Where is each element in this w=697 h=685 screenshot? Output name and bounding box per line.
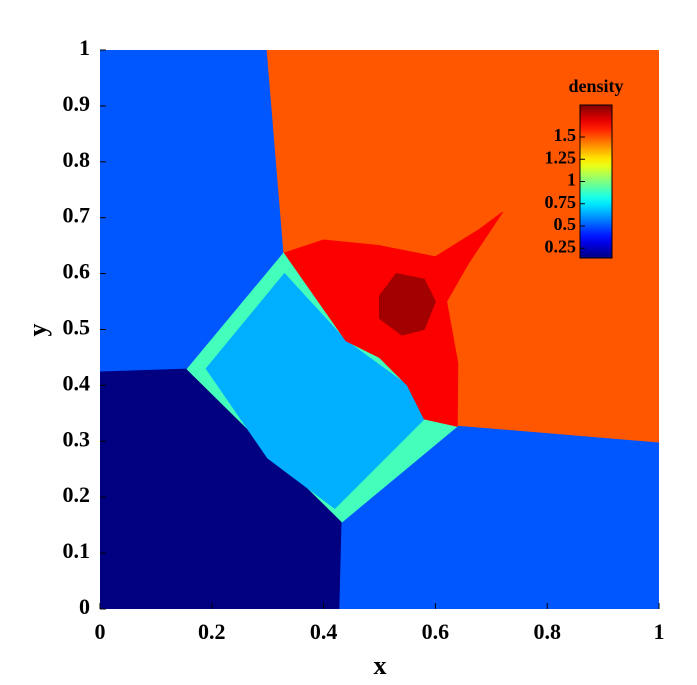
density-region [339,425,659,609]
y-tick-label: 0 [79,594,90,619]
y-tick-label: 0.1 [63,538,91,563]
colorbar-tick-label: 1.25 [545,147,577,167]
y-tick-label: 1 [79,35,90,60]
x-tick-label: 0.6 [422,619,450,644]
colorbar [579,104,613,259]
colorbar-tick-label: 0.5 [554,214,577,234]
density-field [100,50,659,609]
y-tick-label: 0.8 [63,147,91,172]
x-tick-label: 1 [654,619,665,644]
y-tick-label: 0.5 [63,315,91,340]
y-tick-label: 0.2 [63,482,91,507]
y-tick-label: 0.6 [63,259,91,284]
x-axis-label: x [374,651,387,680]
colorbar-tick-label: 1.5 [554,125,577,145]
colorbar-tick-label: 1 [567,170,576,190]
x-tick-label: 0 [95,619,106,644]
colorbar-tick-label: 0.75 [545,192,577,212]
y-tick-label: 0.3 [63,426,91,451]
x-tick-label: 0.2 [198,619,226,644]
y-tick-label: 0.4 [63,370,91,395]
y-axis-label: y [23,324,52,337]
density-region [379,273,436,336]
y-tick-label: 0.9 [63,91,91,116]
colorbar-title: density [568,76,623,96]
y-tick-label: 0.7 [63,203,91,228]
x-tick-label: 0.8 [533,619,561,644]
x-tick-label: 0.4 [310,619,338,644]
colorbar-tick-label: 0.25 [545,236,577,256]
